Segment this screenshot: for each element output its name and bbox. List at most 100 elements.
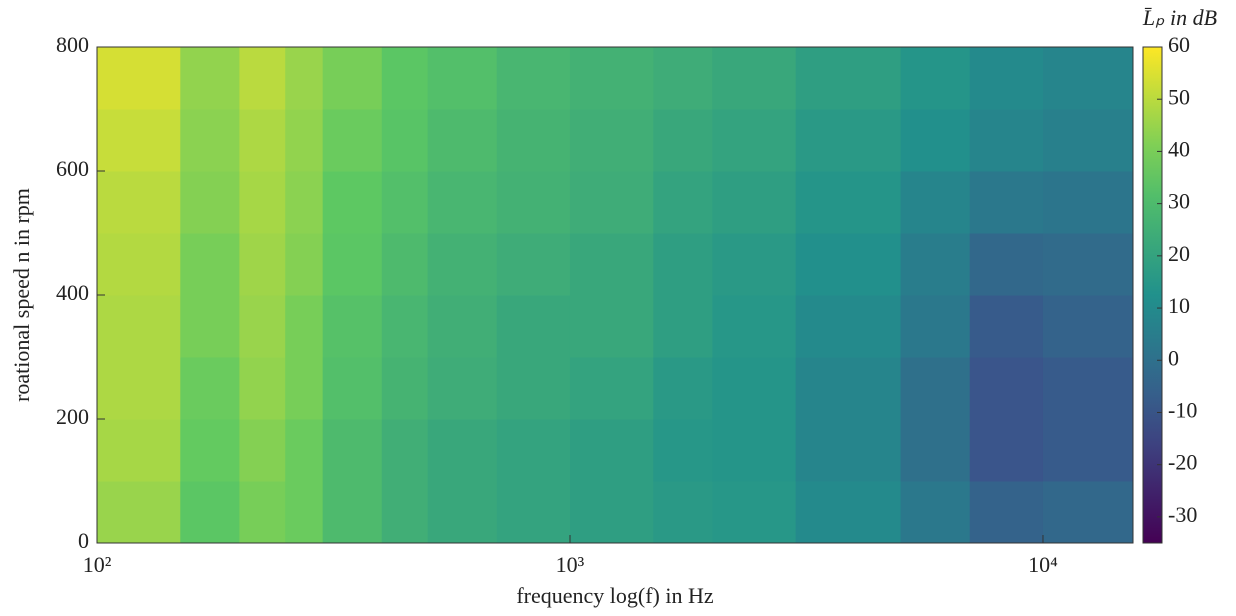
heatmap-cell — [970, 47, 1044, 110]
y-tick-label: 800 — [56, 32, 89, 57]
heatmap-cell — [285, 357, 323, 420]
heatmap-cell — [712, 233, 796, 296]
heatmap-cell — [570, 109, 654, 172]
heatmap-cell — [285, 481, 323, 544]
heatmap-cell — [1043, 47, 1134, 110]
heatmap-cell — [497, 481, 571, 544]
y-tick-label: 0 — [78, 528, 89, 553]
heatmap-cell — [428, 109, 498, 172]
heatmap-cell — [712, 295, 796, 358]
heatmap-cell — [180, 481, 240, 544]
heatmap-cell — [570, 47, 654, 110]
heatmap-cell — [428, 171, 498, 234]
heatmap-cell — [712, 419, 796, 482]
colorbar-tick-label: 40 — [1168, 136, 1190, 161]
colorbar-tick-label: 0 — [1168, 345, 1179, 370]
heatmap-cell — [712, 481, 796, 544]
heatmap-cell — [712, 47, 796, 110]
heatmap-cell — [97, 481, 181, 544]
heatmap-cell — [570, 233, 654, 296]
heatmap-cell — [180, 109, 240, 172]
heatmap-cell — [239, 419, 285, 482]
heatmap-cell — [323, 419, 383, 482]
colorbar-tick-label: -30 — [1168, 502, 1197, 527]
heatmap-cell — [796, 419, 901, 482]
heatmap-cell — [382, 295, 428, 358]
heatmap-cell — [653, 233, 713, 296]
heatmap-cell — [497, 295, 571, 358]
heatmap-cell — [1043, 109, 1134, 172]
heatmap-cell — [970, 171, 1044, 234]
heatmap-cell — [285, 295, 323, 358]
heatmap-cell — [285, 419, 323, 482]
heatmap-cell — [1043, 419, 1134, 482]
heatmap-cell — [901, 295, 971, 358]
heatmap-cell — [428, 419, 498, 482]
heatmap-cell — [796, 47, 901, 110]
heatmap-cell — [497, 233, 571, 296]
heatmap-cell — [653, 171, 713, 234]
heatmap-cell — [796, 481, 901, 544]
heatmap-cell — [901, 171, 971, 234]
heatmap-cell — [239, 109, 285, 172]
x-tick-label: 10³ — [556, 552, 585, 577]
heatmap-cell — [97, 357, 181, 420]
heatmap-cell — [97, 47, 181, 110]
heatmap-cell — [1043, 171, 1134, 234]
heatmap-cell — [239, 233, 285, 296]
colorbar-tick-label: 30 — [1168, 189, 1190, 214]
heatmap-cell — [653, 47, 713, 110]
colorbar-tick-label: 20 — [1168, 241, 1190, 266]
heatmap-cell — [382, 171, 428, 234]
heatmap-cell — [712, 357, 796, 420]
colorbar-label: L̄ₚ in dB — [1142, 5, 1217, 30]
heatmap-cell — [285, 171, 323, 234]
colorbar — [1143, 47, 1162, 543]
heatmap-cell — [497, 357, 571, 420]
heatmap-cell — [497, 109, 571, 172]
heatmap-cell — [239, 357, 285, 420]
heatmap-cell — [970, 233, 1044, 296]
colorbar-tick-label: -10 — [1168, 398, 1197, 423]
heatmap-cell — [570, 419, 654, 482]
colorbar-tick-label: 60 — [1168, 32, 1190, 57]
heatmap-cell — [97, 109, 181, 172]
heatmap-cell — [382, 419, 428, 482]
heatmap-cell — [796, 357, 901, 420]
x-tick-label: 10² — [83, 552, 112, 577]
heatmap-cell — [285, 109, 323, 172]
heatmap-cell — [323, 47, 383, 110]
heatmap-cell — [180, 171, 240, 234]
heatmap-cell — [1043, 233, 1134, 296]
heatmap-cell — [570, 295, 654, 358]
y-axis-label: roational speed n in rpm — [9, 188, 34, 402]
heatmap-cell — [323, 233, 383, 296]
heatmap-cell — [97, 171, 181, 234]
heatmap-cell — [180, 47, 240, 110]
heatmap-cell — [653, 481, 713, 544]
heatmap-cell — [901, 233, 971, 296]
heatmap-cell — [428, 233, 498, 296]
heatmap-cell — [382, 357, 428, 420]
heatmap-cell — [1043, 481, 1134, 544]
heatmap-cell — [428, 357, 498, 420]
heatmap-cell — [497, 419, 571, 482]
heatmap-cell — [901, 419, 971, 482]
heatmap-cell — [285, 233, 323, 296]
heatmap-cell — [97, 233, 181, 296]
heatmap-cell — [970, 295, 1044, 358]
heatmap-cell — [970, 357, 1044, 420]
heatmap-cell — [712, 109, 796, 172]
heatmap-cell — [901, 47, 971, 110]
heatmap-cell — [285, 47, 323, 110]
heatmap-cell — [382, 109, 428, 172]
heatmap-cell — [497, 47, 571, 110]
heatmap-cell — [970, 419, 1044, 482]
colorbar-tick-label: 50 — [1168, 84, 1190, 109]
heatmap-cell — [382, 233, 428, 296]
heatmap-cell — [653, 295, 713, 358]
heatmap-cell — [323, 481, 383, 544]
heatmap-cell — [796, 233, 901, 296]
heatmap-cell — [1043, 295, 1134, 358]
heatmap-cell — [901, 109, 971, 172]
